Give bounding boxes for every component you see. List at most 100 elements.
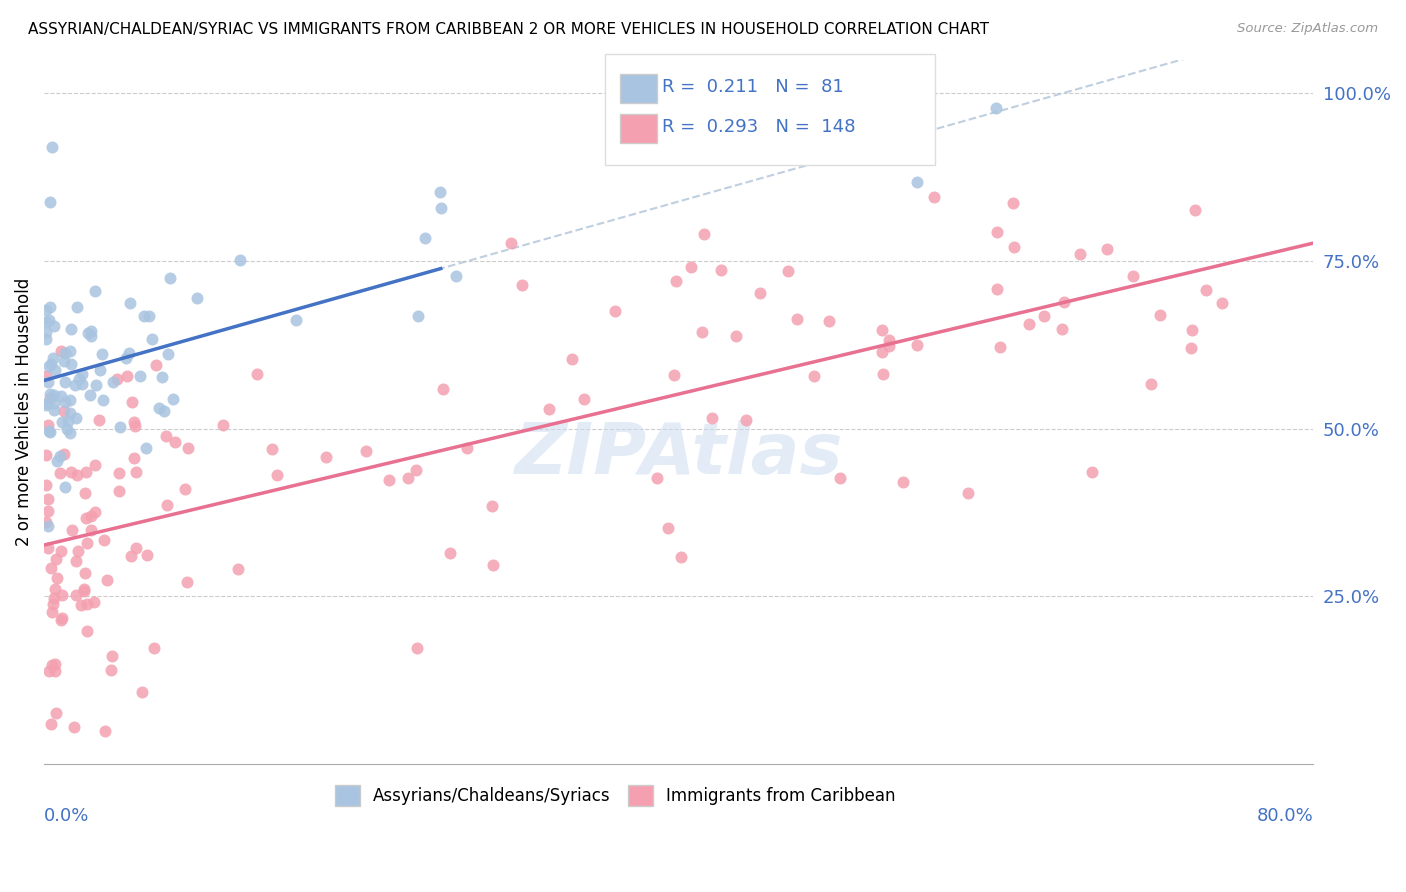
Point (1140, 376, 1163, 391)
Point (76, 624, 98, 638)
Point (59, 392, 82, 407)
Point (35, 332, 58, 346)
Point (53, 375, 76, 389)
Point (148, 401, 170, 416)
Point (1081, 465, 1104, 479)
Point (315, 450, 337, 464)
Point (37, 417, 59, 432)
Point (41, 140, 63, 154)
Point (49, 344, 72, 359)
Point (1002, 240, 1025, 254)
Point (38, 359, 60, 373)
Point (59, 357, 82, 371)
Point (51, 610, 73, 624)
Text: ASSYRIAN/CHALDEAN/SYRIAC VS IMMIGRANTS FROM CARIBBEAN 2 OR MORE VEHICLES IN HOUS: ASSYRIAN/CHALDEAN/SYRIAC VS IMMIGRANTS F… (28, 22, 988, 37)
Point (66, 468, 89, 483)
Point (75, 566, 97, 581)
Point (749, 286, 772, 301)
Point (1184, 202, 1206, 217)
Point (39, 357, 62, 371)
Text: 80.0%: 80.0% (1257, 806, 1313, 824)
Point (38, 194, 60, 209)
Point (77, 326, 100, 340)
Point (870, 345, 893, 359)
Point (1033, 309, 1056, 323)
Point (65, 554, 87, 568)
Point (129, 369, 152, 384)
Point (35, 448, 58, 462)
Point (803, 369, 825, 384)
Point (35, 368, 58, 383)
Text: 0.0%: 0.0% (44, 806, 90, 824)
Point (84, 458, 107, 472)
Point (37, 541, 59, 556)
Point (89, 363, 111, 377)
Point (135, 441, 157, 455)
Point (96, 573, 118, 587)
Point (73, 486, 96, 500)
Point (84, 377, 107, 392)
Point (262, 442, 284, 456)
Point (246, 367, 269, 381)
Point (63, 720, 86, 734)
Point (100, 649, 122, 664)
Point (156, 347, 179, 361)
Point (665, 274, 688, 288)
Point (80, 524, 103, 538)
Point (75, 511, 97, 525)
Point (456, 441, 478, 455)
Point (121, 395, 143, 409)
Point (142, 641, 165, 656)
Point (444, 268, 467, 283)
Point (134, 309, 156, 323)
Point (118, 346, 141, 360)
Point (35, 478, 58, 492)
Point (1122, 268, 1144, 283)
Point (1181, 323, 1204, 337)
Point (124, 415, 146, 429)
Point (1050, 322, 1073, 336)
Point (645, 471, 668, 485)
Point (59, 426, 82, 441)
Point (145, 358, 167, 372)
Point (45, 706, 67, 720)
Text: Source: ZipAtlas.com: Source: ZipAtlas.com (1237, 22, 1378, 36)
Point (35, 398, 58, 412)
Point (60, 465, 83, 479)
Point (986, 282, 1008, 296)
Point (75, 466, 97, 480)
Point (73, 583, 96, 598)
Point (229, 252, 252, 267)
Point (710, 263, 733, 277)
Point (84, 284, 107, 298)
Point (905, 338, 928, 352)
Point (538, 402, 561, 417)
Point (669, 549, 692, 564)
Point (131, 685, 153, 699)
Point (90, 346, 112, 360)
Point (1149, 308, 1171, 322)
Point (39, 301, 62, 315)
Point (603, 303, 626, 318)
Point (956, 485, 979, 500)
Point (662, 368, 685, 382)
Point (70, 598, 93, 612)
Point (378, 473, 401, 487)
Point (561, 352, 583, 367)
Point (406, 309, 429, 323)
Point (46, 571, 69, 585)
Point (150, 370, 173, 384)
Point (120, 296, 142, 310)
Point (41, 658, 63, 673)
Point (79, 388, 101, 402)
Point (65, 410, 87, 425)
Point (93, 533, 115, 547)
Point (135, 548, 157, 562)
Point (984, 101, 1007, 115)
Point (1095, 242, 1118, 256)
Point (734, 413, 756, 427)
Point (354, 444, 377, 458)
Point (574, 392, 596, 406)
Point (499, 236, 522, 251)
Point (405, 463, 427, 477)
